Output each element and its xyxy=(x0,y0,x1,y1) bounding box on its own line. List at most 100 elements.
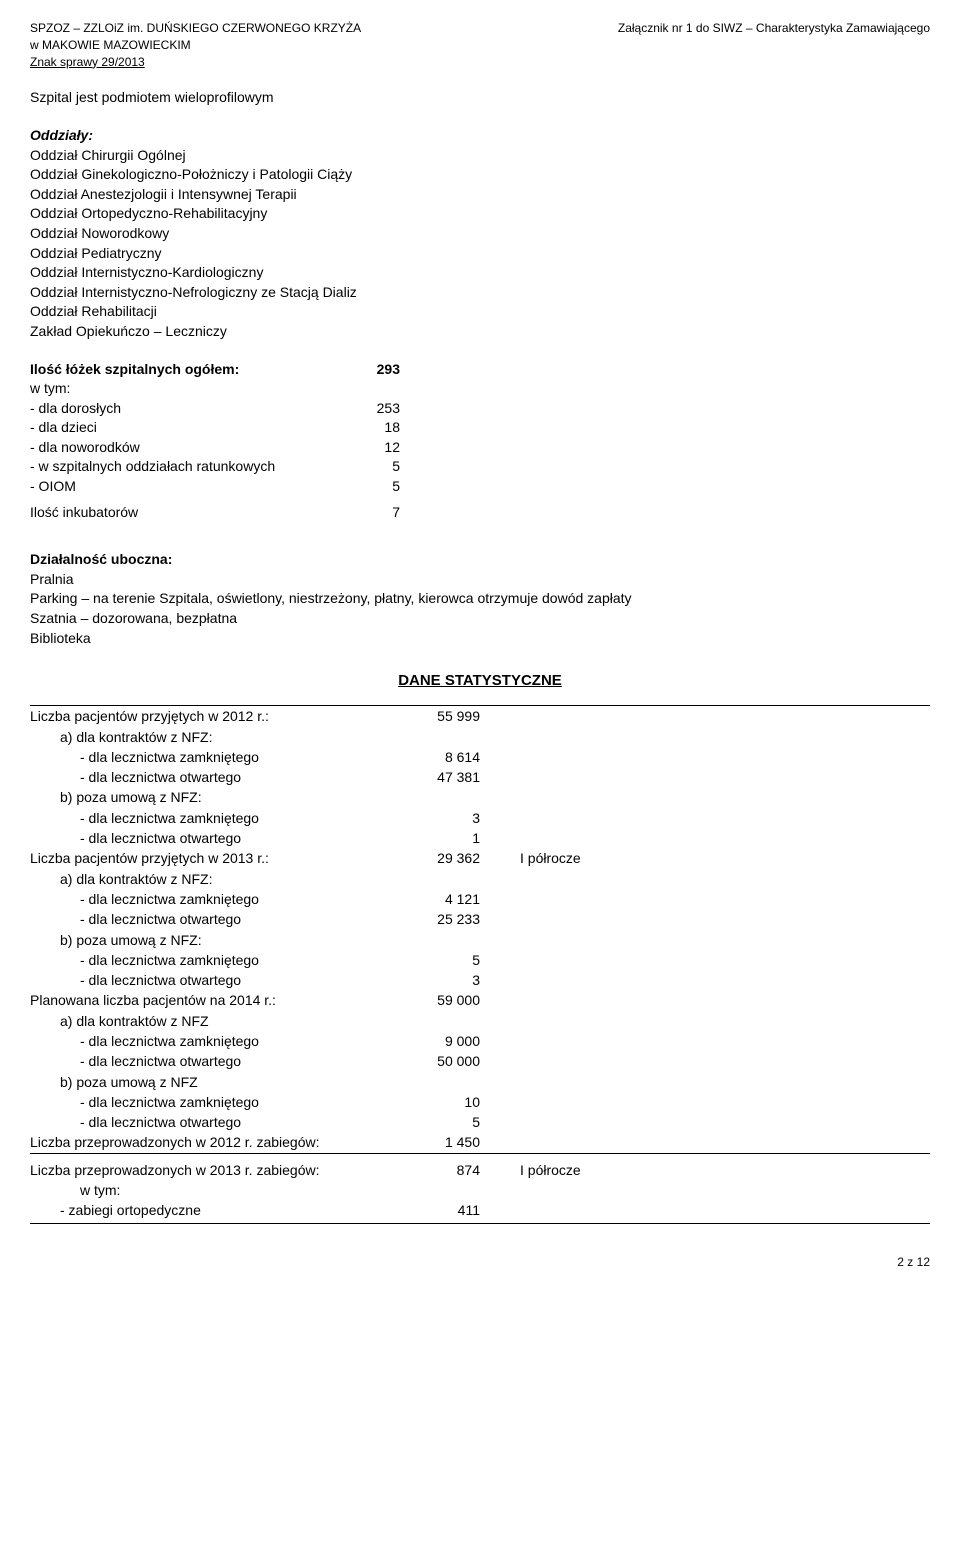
stats-row-note xyxy=(490,727,590,747)
side-activity-section: Działalność uboczna: PralniaParking – na… xyxy=(30,550,930,648)
beds-row: - w szpitalnych oddziałach ratunkowych5 xyxy=(30,457,930,477)
stats-row-note xyxy=(490,767,590,787)
beds-row: - dla dzieci18 xyxy=(30,418,930,438)
stats-row: b) poza umową z NFZ xyxy=(30,1072,930,1092)
stats-row-note xyxy=(490,970,590,990)
stats-row: w tym: xyxy=(30,1180,930,1200)
stats-row-note xyxy=(490,1180,590,1200)
document-header: SPZOZ – ZZLOiZ im. DUŃSKIEGO CZERWONEGO … xyxy=(30,20,930,70)
stats-row: Liczba pacjentów przyjętych w 2013 r.:29… xyxy=(30,848,930,868)
stats-row: a) dla kontraktów z NFZ: xyxy=(30,727,930,747)
stats-row-label: - dla lecznictwa zamkniętego xyxy=(30,1092,410,1112)
stats-table-2: Liczba przeprowadzonych w 2013 r. zabieg… xyxy=(30,1154,930,1224)
intro-text: Szpital jest podmiotem wieloprofilowym xyxy=(30,88,930,108)
department-item: Oddział Pediatryczny xyxy=(30,244,930,264)
stats-row-label: w tym: xyxy=(30,1180,410,1200)
incubators-value: 7 xyxy=(360,503,400,523)
stats-row: - dla lecznictwa otwartego3 xyxy=(30,970,930,990)
beds-section: Ilość łóżek szpitalnych ogółem: 293 w ty… xyxy=(30,360,930,523)
stats-row-note xyxy=(490,930,590,950)
stats-row-value: 5 xyxy=(410,1112,490,1132)
departments-title: Oddziały: xyxy=(30,126,930,146)
stats-row: Liczba przeprowadzonych w 2012 r. zabieg… xyxy=(30,1132,930,1152)
stats-row-note xyxy=(490,990,590,1010)
beds-row-label: - w szpitalnych oddziałach ratunkowych xyxy=(30,457,360,477)
stats-row: - dla lecznictwa zamkniętego8 614 xyxy=(30,747,930,767)
stats-row-label: b) poza umową z NFZ: xyxy=(30,930,410,950)
stats-row-value: 1 xyxy=(410,828,490,848)
stats-table-1: Liczba pacjentów przyjętych w 2012 r.:55… xyxy=(30,705,930,1154)
beds-title: Ilość łóżek szpitalnych ogółem: xyxy=(30,360,360,380)
department-item: Oddział Chirurgii Ogólnej xyxy=(30,146,930,166)
stats-row-note xyxy=(490,1072,590,1092)
stats-row: - dla lecznictwa zamkniętego9 000 xyxy=(30,1031,930,1051)
stats-row: - dla lecznictwa otwartego50 000 xyxy=(30,1051,930,1071)
stats-row-label: Liczba pacjentów przyjętych w 2012 r.: xyxy=(30,706,410,726)
stats-row: Planowana liczba pacjentów na 2014 r.:59… xyxy=(30,990,930,1010)
beds-row: - OIOM5 xyxy=(30,477,930,497)
stats-row-label: - dla lecznictwa otwartego xyxy=(30,767,410,787)
stats-row-label: a) dla kontraktów z NFZ: xyxy=(30,727,410,747)
stats-row-value: 3 xyxy=(410,970,490,990)
stats-row-label: - dla lecznictwa zamkniętego xyxy=(30,1031,410,1051)
stats-row-label: Liczba przeprowadzonych w 2012 r. zabieg… xyxy=(30,1132,410,1152)
stats-row: - dla lecznictwa otwartego25 233 xyxy=(30,909,930,929)
beds-row-value: 18 xyxy=(360,418,400,438)
beds-row-label: - dla noworodków xyxy=(30,438,360,458)
department-item: Oddział Ginekologiczno-Położniczy i Pato… xyxy=(30,165,930,185)
stats-row-label: a) dla kontraktów z NFZ xyxy=(30,1011,410,1031)
stats-row-note xyxy=(490,828,590,848)
stats-row-note xyxy=(490,950,590,970)
header-org-line2: w MAKOWIE MAZOWIECKIM xyxy=(30,37,361,54)
department-item: Oddział Internistyczno-Kardiologiczny xyxy=(30,263,930,283)
stats-row-value: 3 xyxy=(410,808,490,828)
beds-row-value: 5 xyxy=(360,457,400,477)
stats-row: b) poza umową z NFZ: xyxy=(30,930,930,950)
header-left: SPZOZ – ZZLOiZ im. DUŃSKIEGO CZERWONEGO … xyxy=(30,20,361,70)
stats-row-label: - dla lecznictwa otwartego xyxy=(30,1112,410,1132)
side-activity-item: Biblioteka xyxy=(30,629,930,649)
stats-row: - dla lecznictwa otwartego5 xyxy=(30,1112,930,1132)
stats-row-note xyxy=(490,1031,590,1051)
stats-row-label: Liczba przeprowadzonych w 2013 r. zabieg… xyxy=(30,1160,410,1180)
stats-row-label: - zabiegi ortopedyczne xyxy=(30,1200,410,1220)
stats-row-label: Planowana liczba pacjentów na 2014 r.: xyxy=(30,990,410,1010)
header-right: Załącznik nr 1 do SIWZ – Charakterystyka… xyxy=(618,20,930,70)
beds-row-value: 5 xyxy=(360,477,400,497)
beds-row-label: - dla dorosłych xyxy=(30,399,360,419)
stats-row-value: 25 233 xyxy=(410,909,490,929)
department-item: Zakład Opiekuńczo – Leczniczy xyxy=(30,322,930,342)
header-org-line1: SPZOZ – ZZLOiZ im. DUŃSKIEGO CZERWONEGO … xyxy=(30,20,361,37)
stats-row-note xyxy=(490,1051,590,1071)
department-item: Oddział Noworodkowy xyxy=(30,224,930,244)
stats-row-value: 5 xyxy=(410,950,490,970)
stats-row-label: - dla lecznictwa otwartego xyxy=(30,1051,410,1071)
stats-row-label: - dla lecznictwa zamkniętego xyxy=(30,808,410,828)
stats-row-label: b) poza umową z NFZ: xyxy=(30,787,410,807)
stats-row: - dla lecznictwa zamkniętego10 xyxy=(30,1092,930,1112)
stats-row: - dla lecznictwa otwartego1 xyxy=(30,828,930,848)
stats-row-label: - dla lecznictwa zamkniętego xyxy=(30,950,410,970)
stats-row-value: 55 999 xyxy=(410,706,490,726)
beds-row-value: 12 xyxy=(360,438,400,458)
stats-row-label: - dla lecznictwa otwartego xyxy=(30,970,410,990)
side-activity-title: Działalność uboczna: xyxy=(30,550,930,570)
stats-row-note: I półrocze xyxy=(490,1160,590,1180)
side-activity-item: Pralnia xyxy=(30,570,930,590)
stats-row-note xyxy=(490,1200,590,1220)
stats-row-note xyxy=(490,909,590,929)
stats-row: Liczba pacjentów przyjętych w 2012 r.:55… xyxy=(30,706,930,726)
stats-row-note xyxy=(490,808,590,828)
stats-row-label: - dla lecznictwa zamkniętego xyxy=(30,747,410,767)
stats-row: - dla lecznictwa zamkniętego3 xyxy=(30,808,930,828)
stats-row-note: I półrocze xyxy=(490,848,590,868)
stats-row-label: b) poza umową z NFZ xyxy=(30,1072,410,1092)
stats-row: - dla lecznictwa otwartego47 381 xyxy=(30,767,930,787)
stats-row-value xyxy=(410,1011,490,1031)
beds-row: - dla noworodków12 xyxy=(30,438,930,458)
stats-row-value xyxy=(410,727,490,747)
stats-row-note xyxy=(490,1112,590,1132)
stats-row: a) dla kontraktów z NFZ xyxy=(30,1011,930,1031)
stats-row: - dla lecznictwa zamkniętego4 121 xyxy=(30,889,930,909)
stats-row-value: 8 614 xyxy=(410,747,490,767)
